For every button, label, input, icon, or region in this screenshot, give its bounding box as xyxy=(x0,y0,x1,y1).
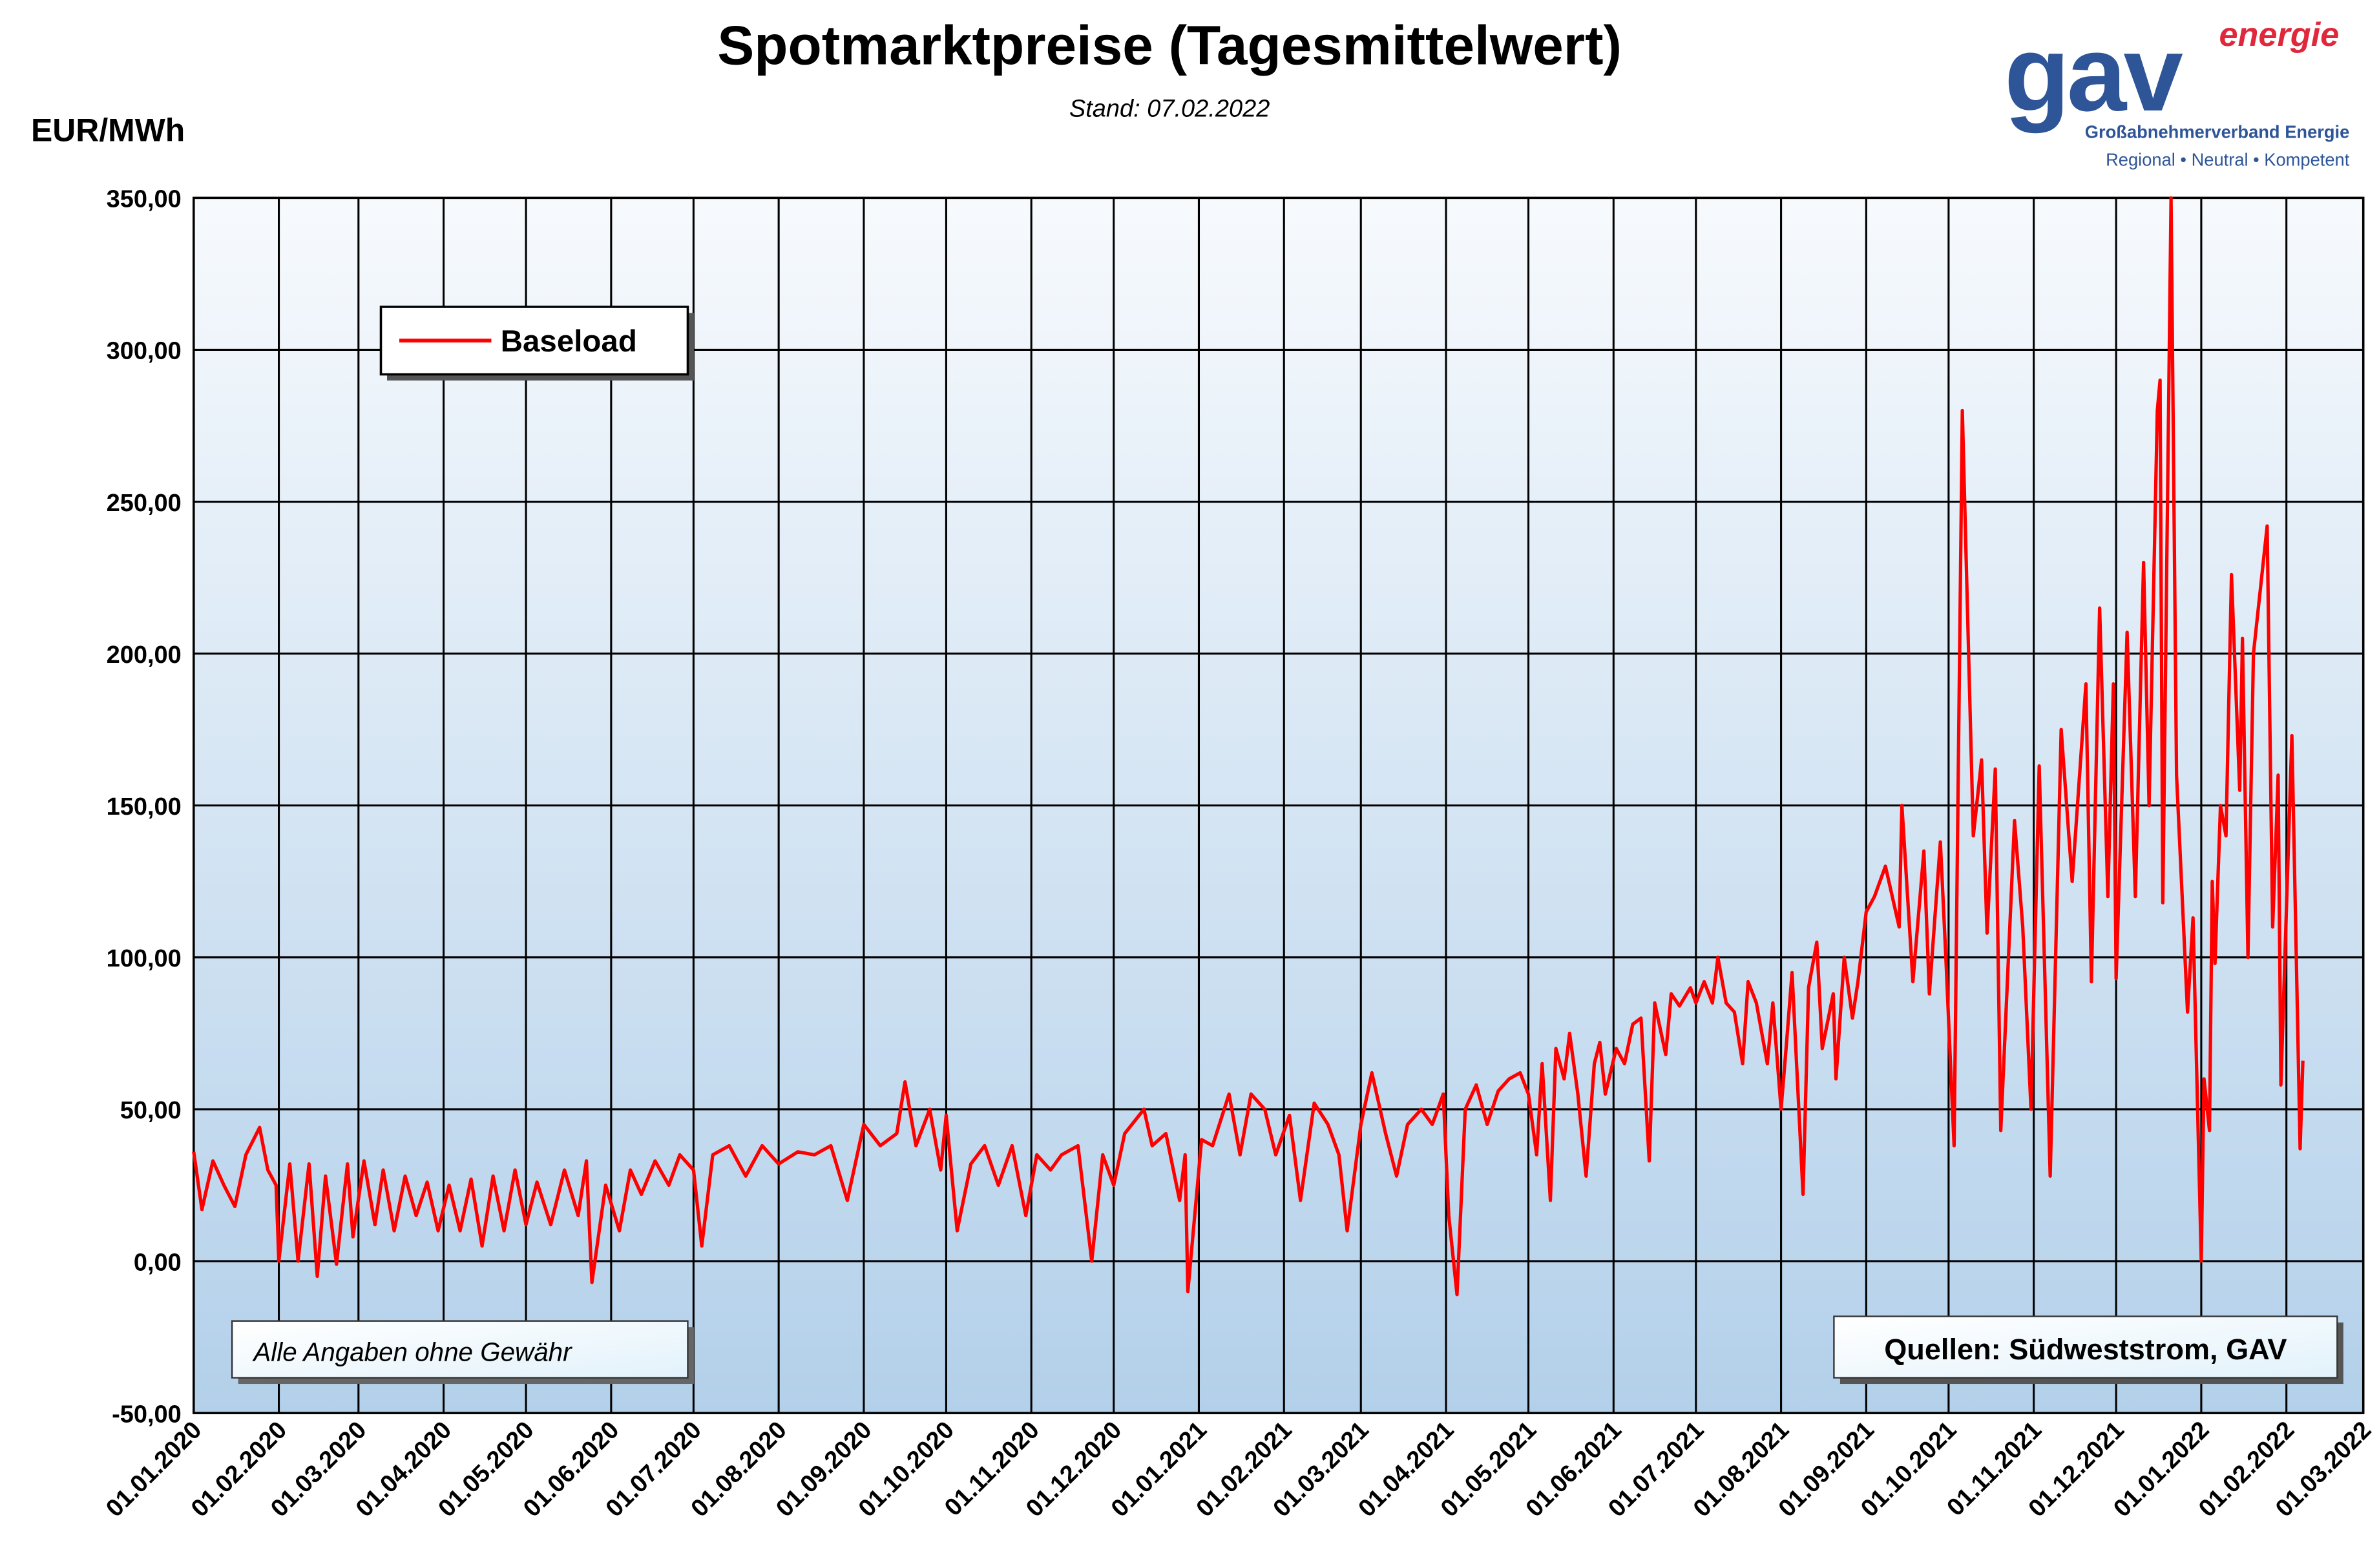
note-text: Alle Angaben ohne Gewähr xyxy=(252,1337,572,1366)
y-tick-label: 50,00 xyxy=(120,1097,182,1124)
logo: gav energie Großabnehmerverband Energie … xyxy=(2004,14,2350,169)
y-axis-label: EUR/MWh xyxy=(31,112,185,148)
note: Alle Angaben ohne Gewähr xyxy=(231,1320,694,1385)
logo-line: Großabnehmerverband Energie xyxy=(2085,122,2350,142)
chart-subtitle: Stand: 07.02.2022 xyxy=(1069,95,1270,122)
y-tick-label: 150,00 xyxy=(107,793,182,821)
y-tick-label: -50,00 xyxy=(112,1401,182,1428)
y-tick-label: 100,00 xyxy=(107,945,182,972)
legend-label: Baseload xyxy=(501,324,637,359)
y-tick-label: 0,00 xyxy=(134,1249,182,1276)
source-box xyxy=(1833,1315,2338,1379)
plot-frame xyxy=(193,196,2365,1414)
source: Quellen: Südweststrom, GAV xyxy=(1833,1315,2343,1385)
note-box xyxy=(231,1320,689,1379)
y-tick-label: 200,00 xyxy=(107,642,182,669)
source-text: Quellen: Südweststrom, GAV xyxy=(1884,1333,2287,1366)
y-tick-label: 250,00 xyxy=(107,490,182,517)
y-tick-label: 300,00 xyxy=(107,338,182,365)
chart-title: Spotmarktpreise (Tagesmittelwert) xyxy=(717,16,1622,77)
y-tick-label: 350,00 xyxy=(107,186,182,213)
legend: Baseload xyxy=(379,306,694,381)
logo-name: gav xyxy=(2004,14,2183,134)
data-line xyxy=(192,196,2305,1297)
legend-box xyxy=(379,306,689,376)
logo-line: Regional • Neutral • Kompetent xyxy=(2106,149,2350,169)
logo-suffix: energie xyxy=(2219,16,2339,54)
